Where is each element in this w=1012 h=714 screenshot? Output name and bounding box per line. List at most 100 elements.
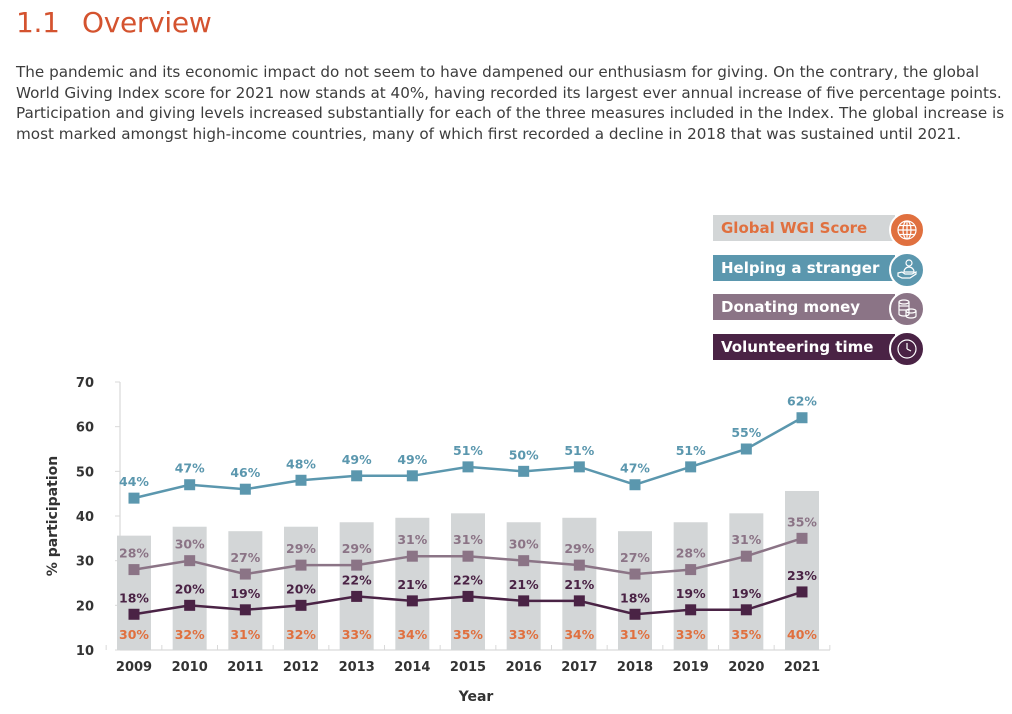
wgi-bar-label: 33% — [342, 627, 372, 642]
legend-label: Donating money — [713, 294, 895, 320]
data-label: 19% — [230, 586, 260, 601]
wgi-bar — [284, 526, 318, 650]
x-tick-label: 2013 — [339, 660, 375, 675]
y-tick-label: 10 — [76, 644, 94, 659]
data-label: 30% — [175, 537, 205, 552]
x-tick-label: 2010 — [172, 660, 208, 675]
data-point — [573, 559, 585, 571]
wgi-bar — [339, 522, 374, 650]
data-point — [740, 604, 752, 616]
globe-icon — [889, 212, 925, 248]
wgi-bar — [506, 522, 541, 650]
coins-icon — [889, 291, 925, 327]
series-lines: 44% 47% 46% 48% 49% 49% 51% 50% 51% 47% 51% 55% 62% 2… — [119, 394, 817, 620]
data-label: 19% — [676, 586, 706, 601]
data-point — [406, 470, 418, 482]
data-point — [796, 586, 808, 598]
data-point — [184, 599, 196, 611]
y-axis: 10 20 30 40 50 60 70 — [76, 376, 121, 659]
x-tick-label: 2012 — [283, 660, 319, 675]
wgi-bar-label: 35% — [731, 627, 761, 642]
data-point — [462, 461, 474, 473]
wgi-bar-label: 33% — [509, 627, 539, 642]
wgi-bar — [395, 517, 430, 650]
wgi-bar — [785, 490, 819, 650]
series-volunteering-time: 18% 20% 19% 20% 22% 21% 22% 21% 21% 18% 19% 19% 23% — [119, 568, 817, 620]
y-tick-label: 60 — [76, 421, 94, 436]
data-point — [295, 599, 307, 611]
wgi-bar-label: 32% — [286, 627, 316, 642]
x-tick-label: 2019 — [673, 660, 709, 675]
data-point — [351, 559, 363, 571]
wgi-bar-label: 31% — [230, 627, 260, 642]
wgi-bar — [729, 513, 764, 650]
wgi-bar — [117, 535, 151, 650]
data-label: 29% — [564, 541, 594, 556]
data-label: 21% — [397, 577, 427, 592]
wgi-bar-label: 30% — [119, 627, 149, 642]
wgi-bar — [228, 531, 263, 650]
data-point — [796, 532, 808, 544]
data-label: 19% — [731, 586, 761, 601]
legend-label: Helping a stranger — [713, 255, 895, 281]
data-label: 51% — [564, 443, 594, 458]
data-label: 49% — [342, 452, 372, 467]
data-label: 51% — [453, 443, 483, 458]
data-label: 44% — [119, 474, 149, 489]
wgi-bar — [451, 513, 485, 650]
series-line — [133, 537, 803, 576]
data-point — [629, 568, 641, 580]
data-label: 51% — [676, 443, 706, 458]
data-label: 62% — [787, 394, 817, 409]
y-axis-label: % participation — [45, 456, 61, 576]
wgi-bar-label: 40% — [787, 627, 817, 642]
data-point — [740, 550, 752, 562]
data-point — [351, 590, 363, 602]
x-tick-label: 2018 — [617, 660, 653, 675]
wgi-bars: 30% 32% 31% 32% 33% 34% 35% 33% 34% 31% 33% 35% 40% — [117, 490, 819, 650]
legend-label: Volunteering time — [713, 334, 895, 360]
data-point — [573, 595, 585, 607]
wgi-bar-label: 35% — [453, 627, 483, 642]
data-point — [295, 474, 307, 486]
data-point — [629, 608, 641, 620]
wgi-bar — [618, 531, 652, 650]
data-point — [239, 483, 251, 495]
data-label: 20% — [175, 581, 205, 596]
data-point — [295, 559, 307, 571]
data-point — [184, 479, 196, 491]
legend-label: Global WGI Score — [713, 215, 895, 241]
data-point — [685, 604, 697, 616]
series-line — [133, 590, 803, 616]
data-label: 22% — [342, 572, 372, 587]
x-tick-label: 2017 — [561, 660, 597, 675]
y-tick-label: 50 — [76, 465, 94, 480]
data-label: 20% — [286, 581, 316, 596]
data-label: 23% — [787, 568, 817, 583]
data-label: 29% — [342, 541, 372, 556]
x-axis-label: Year — [458, 689, 494, 705]
data-point — [462, 550, 474, 562]
data-point — [462, 590, 474, 602]
data-point — [518, 555, 530, 567]
data-label: 35% — [787, 514, 817, 529]
y-tick-label: 70 — [76, 376, 94, 391]
wgi-bar-label: 34% — [397, 627, 427, 642]
data-label: 55% — [731, 425, 761, 440]
section-title: Overview — [82, 6, 212, 39]
x-tick-label: 2009 — [116, 660, 152, 675]
section-number: 1.1 — [16, 6, 60, 39]
data-point — [128, 492, 140, 504]
data-label: 47% — [175, 461, 205, 476]
data-label: 29% — [286, 541, 316, 556]
data-label: 21% — [564, 577, 594, 592]
data-label: 49% — [397, 452, 427, 467]
data-label: 48% — [286, 456, 316, 471]
data-point — [406, 550, 418, 562]
wgi-bar — [172, 526, 207, 650]
data-point — [629, 479, 641, 491]
data-point — [796, 412, 808, 424]
data-point — [573, 461, 585, 473]
data-point — [351, 470, 363, 482]
legend-item-volunteering-time: Volunteering time — [713, 331, 925, 367]
